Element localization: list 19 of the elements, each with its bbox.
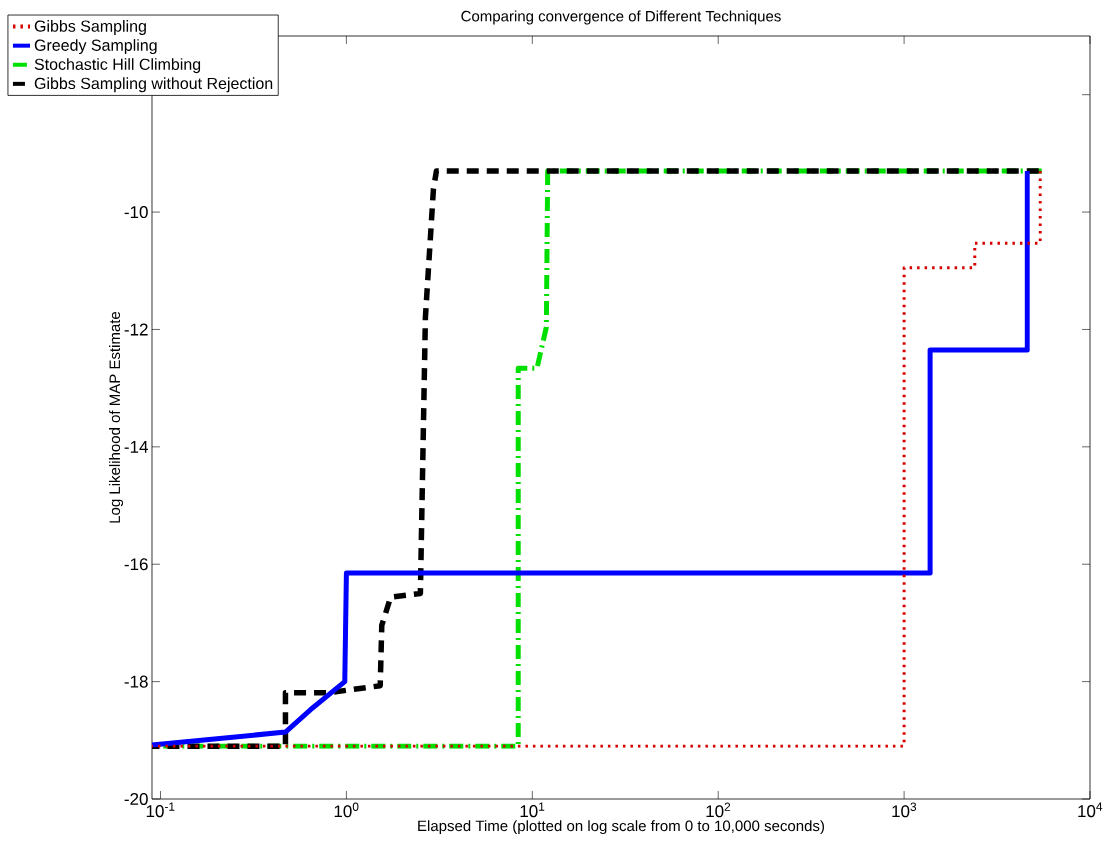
legend-label: Gibbs Sampling without Rejection xyxy=(34,77,273,93)
x-tick-label: 10$^{1}$ xyxy=(520,802,545,818)
x-tick-label: 10$^{-1}$ xyxy=(146,802,175,818)
y-tick-label: -10 xyxy=(124,206,148,219)
chart-title: Comparing convergence of Different Techniques xyxy=(461,10,781,25)
x-tick-label: 10$^{0}$ xyxy=(334,802,359,818)
legend-label: Stochastic Hill Climbing xyxy=(34,58,201,74)
y-tick-label: -14 xyxy=(124,440,148,453)
y-tick-label: -18 xyxy=(124,675,148,688)
y-tick-label: -12 xyxy=(124,323,148,336)
x-axis-title: Elapsed Time (plotted on log scale from 0 to 10,000 seconds) xyxy=(418,820,824,835)
y-tick-label: -16 xyxy=(124,558,148,571)
legend-label: Greedy Sampling xyxy=(34,39,157,55)
x-tick-label: 10$^{3}$ xyxy=(892,802,917,818)
y-axis-title: Log Likelihood of MAP Estimate xyxy=(109,311,124,523)
legend-label: Gibbs Sampling xyxy=(34,20,146,35)
x-tick-label: 10$^{4}$ xyxy=(1078,802,1103,818)
x-tick-label: 10$^{2}$ xyxy=(706,802,731,818)
y-tick-label: -20 xyxy=(124,792,148,806)
